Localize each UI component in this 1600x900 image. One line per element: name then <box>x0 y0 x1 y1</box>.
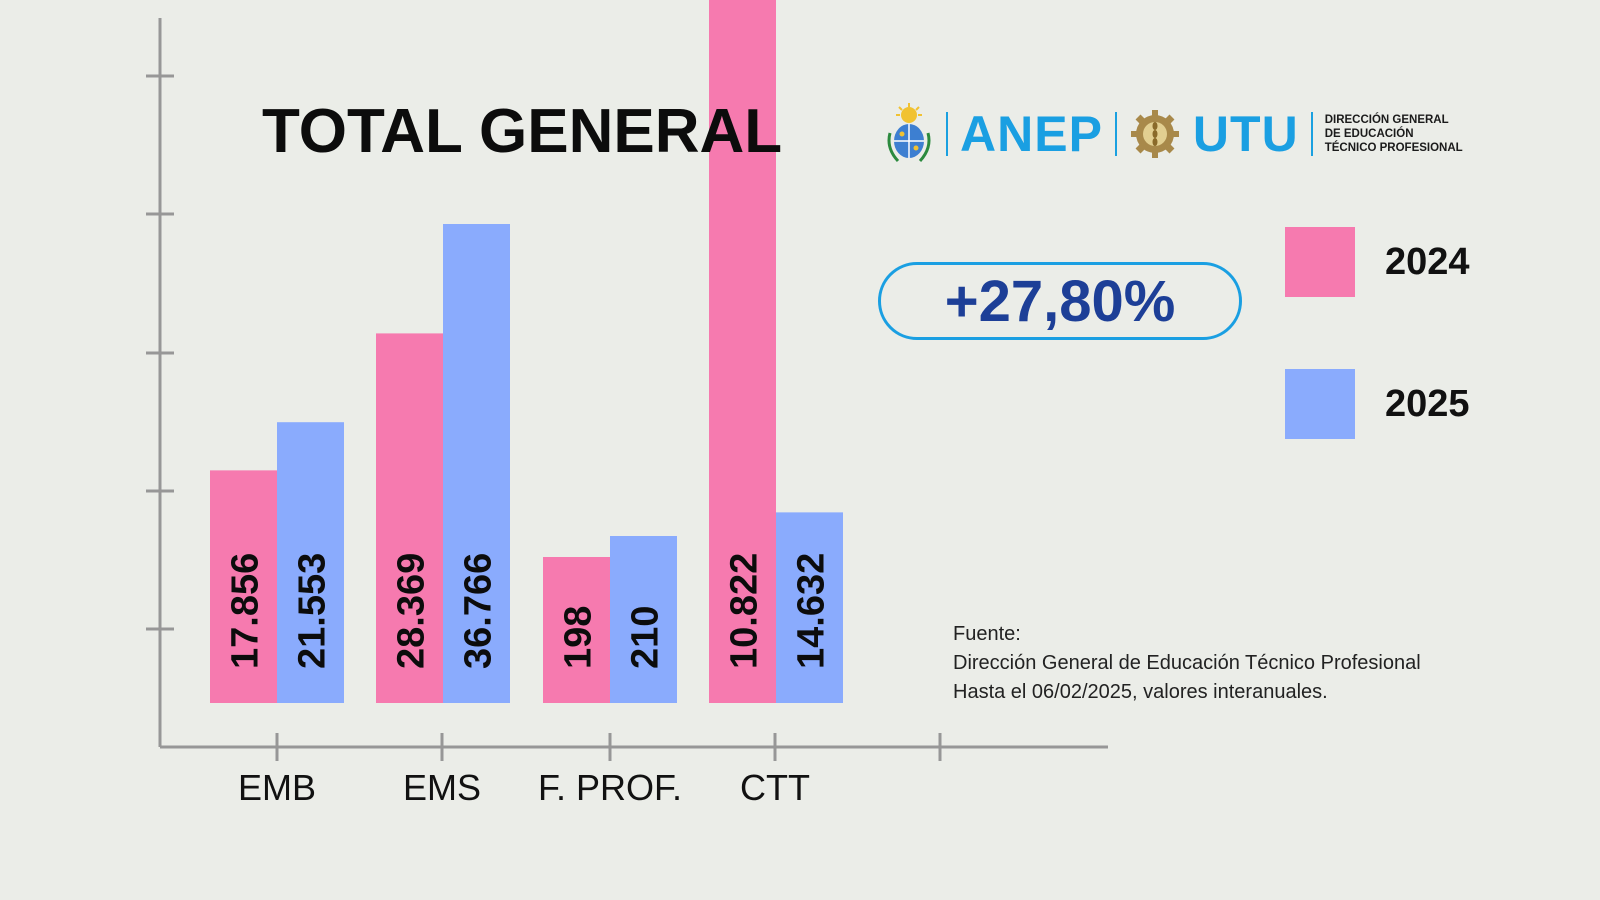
bar-2024-ems <box>376 333 443 703</box>
bar-2025-emb <box>277 422 344 703</box>
bars <box>210 0 843 703</box>
bar-value-label: 10.822 <box>724 553 766 669</box>
chart-title: TOTAL GENERAL <box>262 97 783 166</box>
logo-separator <box>1310 112 1313 156</box>
legend-swatch <box>1285 369 1355 439</box>
source-note: Fuente: Dirección General de Educación T… <box>953 620 1421 707</box>
bar-2025-ctt <box>776 512 843 703</box>
dgetp-line: TÉCNICO PROFESIONAL <box>1324 142 1463 154</box>
legend-swatch <box>1285 227 1355 297</box>
utu-logo-text: UTU <box>1192 106 1299 162</box>
axes <box>146 18 1108 761</box>
bar-value-label: 28.369 <box>391 553 433 669</box>
bar-value-label: 36.766 <box>458 553 500 669</box>
source-line: Fuente: <box>953 623 1021 645</box>
bar-value-label: 210 <box>625 606 667 669</box>
bar-value-label: 21.553 <box>292 553 334 669</box>
dgetp-line: DE EDUCACIÓN <box>1324 128 1414 140</box>
bar-2024-ctt <box>709 0 776 703</box>
legend-label: 2025 <box>1385 382 1470 425</box>
bar-2024-f-prof- <box>543 557 610 703</box>
bar-value-label: 17.856 <box>225 553 267 669</box>
uruguay-coat-of-arms-icon <box>887 103 931 163</box>
legend-label: 2024 <box>1385 240 1470 283</box>
category-label: CTT <box>740 767 810 808</box>
logo-bar: ANEP UTU DIRECCIÓN GENERAL DE EDUCACIÓN … <box>884 102 1463 166</box>
source-line: Hasta el 06/02/2025, valores interanuale… <box>953 681 1328 703</box>
logo-separator <box>946 112 948 156</box>
bar-2025-f-prof- <box>610 536 677 703</box>
anep-logo-text: ANEP <box>960 106 1103 162</box>
legend-item-2025: 2025 <box>1285 369 1470 439</box>
utu-gear-wheat-icon <box>1130 110 1179 158</box>
logo-separator <box>1114 112 1117 156</box>
bar-labels: 17.856 21.553 28.369 36.766 198 210 10.822 14.6… <box>225 553 833 669</box>
bar-value-label: 14.632 <box>791 553 833 669</box>
category-labels: EMB EMS F. PROF. CTT <box>238 767 810 808</box>
category-label: F. PROF. <box>538 767 682 808</box>
category-label: EMB <box>238 767 316 808</box>
bar-value-label: 198 <box>558 606 600 669</box>
bar-2025-ems <box>443 224 510 703</box>
bar-2024-emb <box>210 470 277 703</box>
source-line: Dirección General de Educación Técnico P… <box>953 652 1421 674</box>
dgetp-logo-text: DIRECCIÓN GENERAL DE EDUCACIÓN TÉCNICO P… <box>1325 113 1463 155</box>
percent-change-badge: +27,80% <box>878 262 1242 340</box>
category-label: EMS <box>403 767 481 808</box>
dgetp-line: DIRECCIÓN GENERAL <box>1324 114 1449 126</box>
legend-item-2024: 2024 <box>1285 227 1470 297</box>
